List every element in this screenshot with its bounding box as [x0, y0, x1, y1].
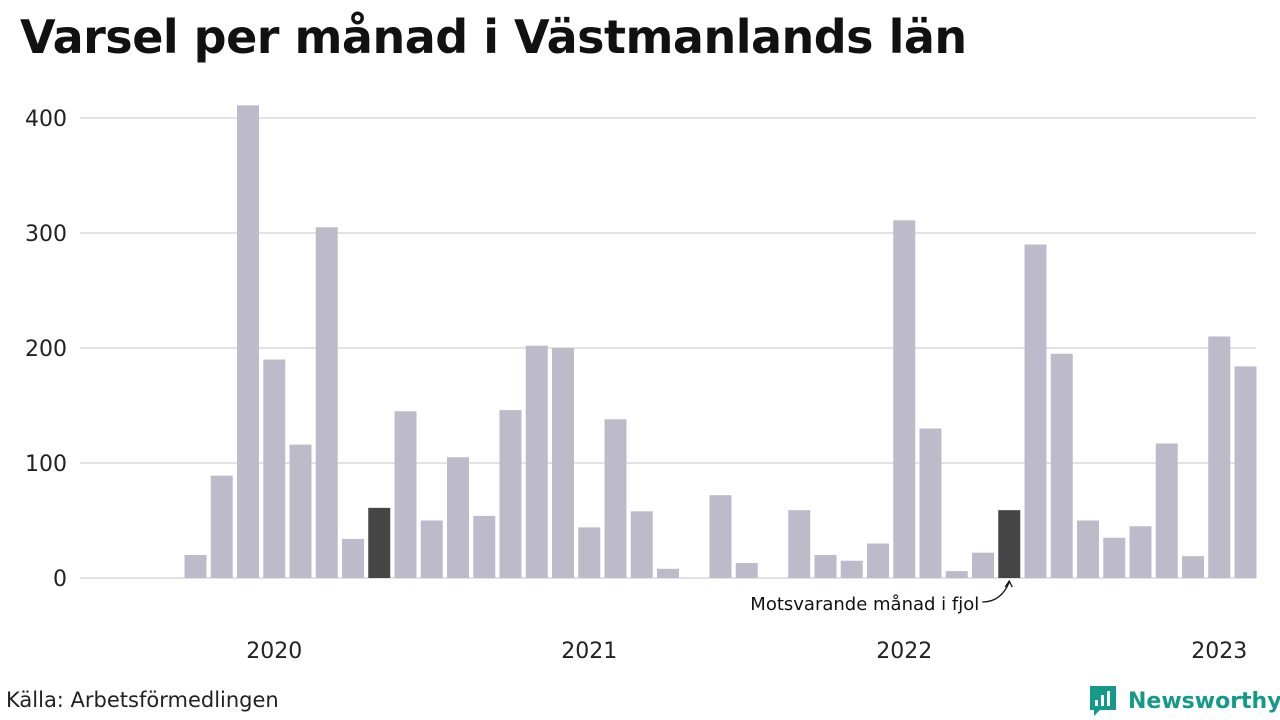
bar — [919, 428, 942, 578]
chart-title: Varsel per månad i Västmanlands län — [20, 10, 967, 64]
bar — [867, 543, 889, 578]
newsworthy-logo-icon — [1090, 686, 1116, 716]
brand[interactable]: Newsworthy — [1088, 684, 1280, 718]
bar — [420, 520, 443, 578]
bar — [525, 345, 548, 578]
x-tick-label: 2021 — [561, 639, 617, 664]
bar — [552, 348, 574, 578]
source-label: Källa: Arbetsförmedlingen — [6, 688, 279, 712]
annotation-arrowhead — [1004, 579, 1013, 588]
x-tick-label: 2022 — [876, 639, 932, 664]
previous-year-annotation: Motsvarande månad i fjol — [750, 594, 979, 615]
bar — [630, 511, 653, 578]
bar — [840, 560, 863, 578]
y-tick-label: 0 — [53, 567, 67, 592]
bar — [499, 410, 522, 578]
bar — [447, 457, 469, 578]
bar — [368, 507, 391, 578]
bars — [184, 105, 1257, 578]
bar — [1208, 336, 1231, 578]
bar — [1155, 443, 1178, 578]
x-axis-ticks: 2020 2021 2022 2023 — [246, 639, 1247, 664]
bar — [1077, 520, 1099, 578]
bar — [709, 495, 732, 578]
brand-name: Newsworthy — [1128, 688, 1280, 714]
bar — [945, 571, 968, 578]
bar — [1234, 366, 1257, 578]
bar — [735, 563, 758, 578]
x-tick-label: 2020 — [246, 639, 302, 664]
bar — [1103, 537, 1126, 578]
y-tick-label: 400 — [25, 107, 67, 132]
bar — [473, 515, 496, 578]
bar — [1182, 556, 1204, 578]
annotation-arrow — [982, 581, 1010, 603]
bar — [210, 475, 233, 578]
bar — [289, 444, 312, 578]
bar — [814, 555, 837, 578]
bar — [184, 555, 207, 578]
y-tick-label: 300 — [25, 222, 67, 247]
bar — [604, 419, 627, 578]
bar — [1129, 526, 1152, 578]
y-tick-label: 200 — [25, 337, 67, 362]
bar — [263, 359, 286, 578]
bar — [998, 510, 1021, 578]
bar — [972, 552, 994, 578]
annotations: Maj184Motsvarande månad i fjol — [750, 579, 1013, 615]
y-tick-label: 100 — [25, 452, 67, 477]
bar — [315, 227, 338, 578]
bar — [394, 411, 417, 578]
bar — [657, 568, 679, 578]
bar-chart: 0 100 200 300 400 2020 2021 2022 2023 Maj184Mot… — [25, 105, 1257, 664]
bar — [1024, 244, 1047, 578]
bar — [893, 220, 916, 578]
bar — [788, 510, 811, 578]
bar — [237, 105, 259, 578]
x-tick-label: 2023 — [1191, 639, 1247, 664]
bar — [342, 538, 364, 578]
y-axis-ticks: 0 100 200 300 400 — [25, 107, 67, 592]
bar — [578, 527, 601, 578]
bar — [1050, 353, 1073, 578]
